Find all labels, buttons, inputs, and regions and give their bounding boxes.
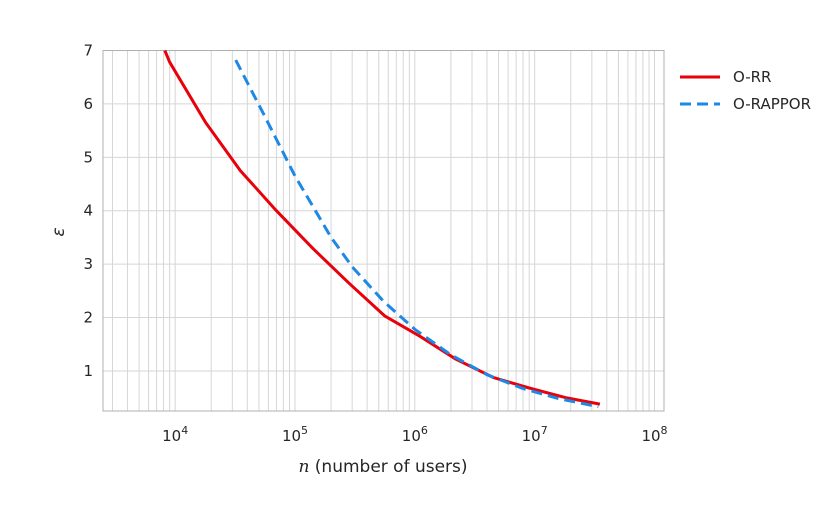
x-tick-label: 105 (282, 424, 308, 445)
y-tick-labels: 1 2 3 4 5 6 7 (83, 42, 93, 380)
series-line-o-rappor (234, 59, 599, 409)
y-tick-label: 6 (83, 95, 93, 113)
y-tick-label: 3 (83, 255, 93, 273)
legend-label-o-rr: O-RR (733, 68, 771, 86)
x-tick-labels: 104 105 106 107 108 (162, 424, 667, 445)
legend: O-RR O-RAPPOR (680, 68, 811, 113)
y-tick-label: 7 (83, 42, 93, 60)
y-tick-label: 1 (83, 362, 93, 380)
x-axis-label: n (number of users) (298, 457, 467, 477)
x-tick-label: 107 (522, 424, 548, 445)
x-tick-label: 106 (402, 424, 428, 445)
plot-area-frame (102, 50, 665, 412)
x-axis-label-text: (number of users) (309, 457, 467, 477)
x-tick-label: 104 (162, 424, 188, 445)
legend-label-o-rappor: O-RAPPOR (733, 95, 811, 113)
x-tick-label: 108 (641, 424, 667, 445)
y-axis-label: ε (49, 227, 69, 236)
y-tick-label: 5 (83, 148, 93, 166)
series-line-o-rr (163, 49, 601, 406)
y-tick-label: 2 (83, 309, 93, 327)
y-tick-label: 4 (83, 202, 93, 220)
grid (103, 50, 664, 411)
x-axis-label-variable: n (298, 457, 309, 477)
series-layer (163, 49, 601, 409)
